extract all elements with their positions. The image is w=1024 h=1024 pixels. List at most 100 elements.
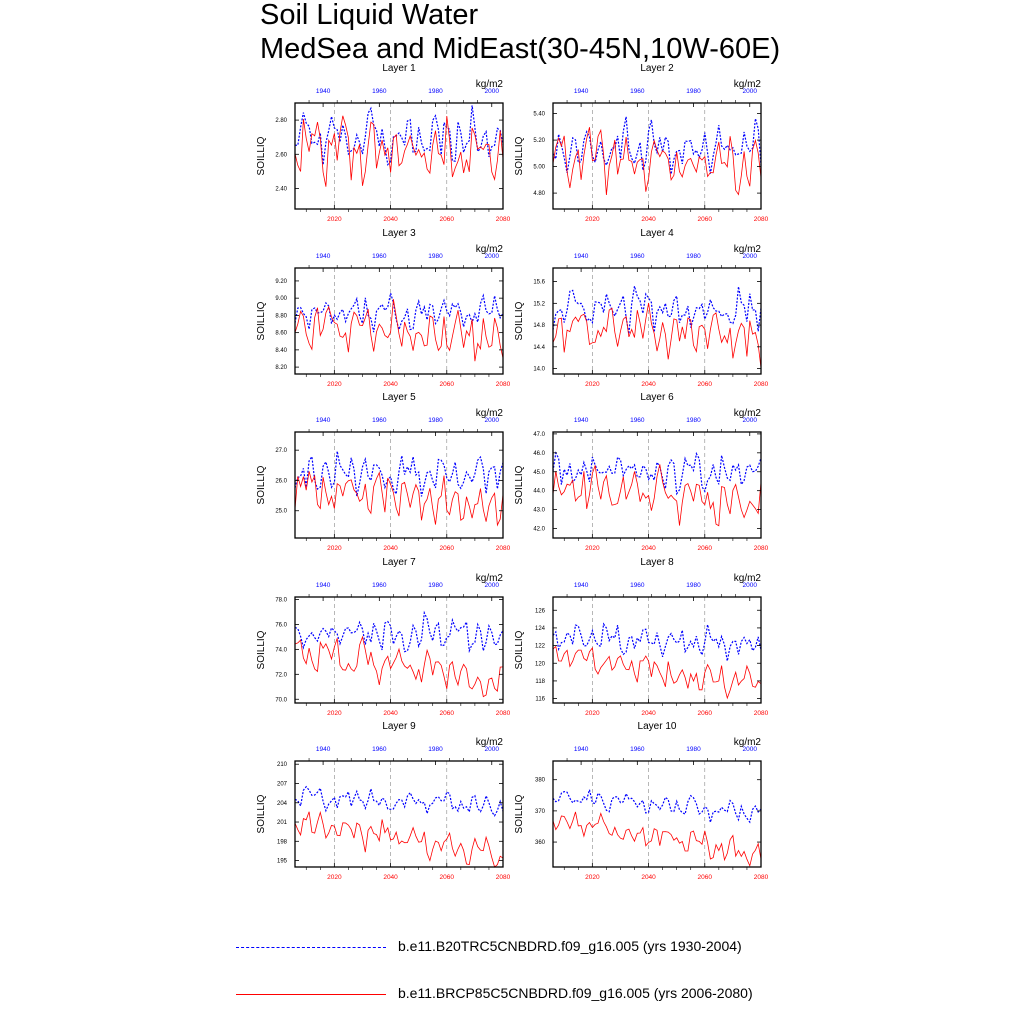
y-tick-label: 2.60 xyxy=(275,152,287,158)
units-label: kg/m2 xyxy=(734,573,762,584)
series-rcp85-line xyxy=(294,810,504,868)
plot-frame xyxy=(552,596,762,704)
series-rcp85-line xyxy=(294,299,504,362)
y-tick-label: 2.80 xyxy=(275,118,287,124)
top-tick-label: 1940 xyxy=(574,746,589,753)
top-tick-label: 1960 xyxy=(372,746,387,753)
y-tick-label: 195 xyxy=(277,859,288,865)
panel-title: Layer 10 xyxy=(638,721,677,732)
panel-layer-10: Layer 10 kg/m2 SOILLIQ 360 370 380 2020 2040 206… xyxy=(514,721,769,881)
top-tick-label: 1980 xyxy=(428,746,443,753)
bottom-tick-label: 2060 xyxy=(698,216,713,223)
y-axis-label: SOILLIQ xyxy=(256,301,267,340)
y-tick-label: 2.40 xyxy=(275,186,287,192)
series-rcp85-line xyxy=(552,645,762,700)
y-tick-label: 8.40 xyxy=(275,348,287,354)
bottom-tick-label: 2040 xyxy=(383,710,398,717)
y-tick-label: 45.0 xyxy=(533,470,545,476)
y-tick-label: 118 xyxy=(535,679,545,685)
figure-title-line-2: MedSea and MidEast(30-45N,10W-60E) xyxy=(260,33,781,65)
y-tick-label: 15.2 xyxy=(533,301,545,307)
y-tick-label: 360 xyxy=(535,840,546,846)
panel-title: Layer 2 xyxy=(640,63,674,74)
y-axis-label: SOILLIQ xyxy=(256,630,267,669)
series-rcp85-line xyxy=(552,464,762,527)
top-tick-label: 1940 xyxy=(574,88,589,95)
top-tick-label: 1960 xyxy=(372,417,387,424)
bottom-tick-label: 2020 xyxy=(585,710,600,717)
bottom-tick-label: 2060 xyxy=(698,710,713,717)
top-tick-label: 1940 xyxy=(316,417,331,424)
y-axis-label: SOILLIQ xyxy=(514,136,525,175)
units-label: kg/m2 xyxy=(734,737,762,748)
bottom-tick-label: 2020 xyxy=(585,874,600,881)
y-tick-label: 8.60 xyxy=(275,331,287,337)
bottom-tick-label: 2040 xyxy=(383,545,398,552)
figure-title-line-1: Soil Liquid Water xyxy=(260,0,479,31)
top-tick-label: 1940 xyxy=(316,582,331,589)
bottom-tick-label: 2060 xyxy=(440,874,455,881)
bottom-tick-label: 2060 xyxy=(440,216,455,223)
panel-title: Layer 1 xyxy=(382,63,416,74)
bottom-tick-label: 2080 xyxy=(754,710,769,717)
legend-label-historical: b.e11.B20TRC5CNBDRD.f09_g16.005 (yrs 193… xyxy=(398,938,742,954)
top-tick-label: 1980 xyxy=(686,88,701,95)
top-tick-label: 1980 xyxy=(428,417,443,424)
panel-layer-4: Layer 4 kg/m2 SOILLIQ 14.0 14.4 14.8 15.2 15.6 2… xyxy=(514,228,769,388)
legend-label-rcp85: b.e11.BRCP85C5CNBDRD.f09_g16.005 (yrs 20… xyxy=(398,985,753,1001)
y-tick-label: 42.0 xyxy=(533,527,545,533)
panel-title: Layer 7 xyxy=(382,557,416,568)
bottom-tick-label: 2040 xyxy=(641,874,656,881)
series-historical-line xyxy=(294,105,504,167)
panel-title: Layer 6 xyxy=(640,392,674,403)
bottom-tick-label: 2040 xyxy=(383,216,398,223)
top-tick-label: 2000 xyxy=(485,582,500,589)
panel-title: Layer 9 xyxy=(382,721,416,732)
legend-swatch-rcp85 xyxy=(236,994,386,995)
bottom-tick-label: 2060 xyxy=(440,710,455,717)
top-tick-label: 1960 xyxy=(630,746,645,753)
series-historical-line xyxy=(552,451,762,496)
top-tick-label: 2000 xyxy=(743,417,758,424)
panel-title: Layer 4 xyxy=(640,228,674,239)
top-tick-label: 1980 xyxy=(686,746,701,753)
top-tick-label: 1940 xyxy=(574,582,589,589)
y-tick-label: 46.0 xyxy=(533,451,545,457)
top-tick-label: 2000 xyxy=(485,417,500,424)
y-tick-label: 5.20 xyxy=(533,138,545,144)
series-historical-line xyxy=(294,293,504,333)
bottom-tick-label: 2060 xyxy=(698,381,713,388)
y-tick-label: 8.80 xyxy=(275,313,287,319)
top-tick-label: 1960 xyxy=(630,253,645,260)
top-tick-label: 1980 xyxy=(428,582,443,589)
bottom-tick-label: 2040 xyxy=(641,216,656,223)
y-tick-label: 70.0 xyxy=(275,697,287,703)
y-tick-label: 120 xyxy=(535,661,546,667)
bottom-tick-label: 2040 xyxy=(641,545,656,552)
y-tick-label: 14.0 xyxy=(533,367,545,373)
chart-figure: Layer 1 kg/m2 SOILLIQ 2.40 2.60 2.80 2020 2040 2… xyxy=(256,63,769,881)
y-tick-label: 25.0 xyxy=(275,509,287,515)
bottom-tick-label: 2020 xyxy=(327,545,342,552)
bottom-tick-label: 2080 xyxy=(496,874,511,881)
series-rcp85-line xyxy=(552,302,762,369)
units-label: kg/m2 xyxy=(476,408,504,419)
y-axis-label: SOILLIQ xyxy=(256,136,267,175)
y-tick-label: 9.20 xyxy=(275,279,287,285)
series-historical-line xyxy=(294,451,504,497)
y-tick-label: 5.40 xyxy=(533,112,545,118)
y-tick-label: 43.0 xyxy=(533,508,545,514)
y-tick-label: 201 xyxy=(277,820,288,826)
y-tick-label: 44.0 xyxy=(533,489,545,495)
y-tick-label: 198 xyxy=(277,839,288,845)
panel-layer-2: Layer 2 kg/m2 SOILLIQ 4.80 5.00 5.20 5.40 2020 2… xyxy=(514,63,769,223)
y-tick-label: 204 xyxy=(277,801,288,807)
bottom-tick-label: 2020 xyxy=(327,874,342,881)
bottom-tick-label: 2040 xyxy=(641,710,656,717)
y-tick-label: 72.0 xyxy=(275,672,287,678)
top-tick-label: 2000 xyxy=(743,582,758,589)
plot-frame xyxy=(552,760,762,868)
y-axis-label: SOILLIQ xyxy=(514,630,525,669)
y-tick-label: 124 xyxy=(535,626,546,632)
bottom-tick-label: 2060 xyxy=(440,381,455,388)
